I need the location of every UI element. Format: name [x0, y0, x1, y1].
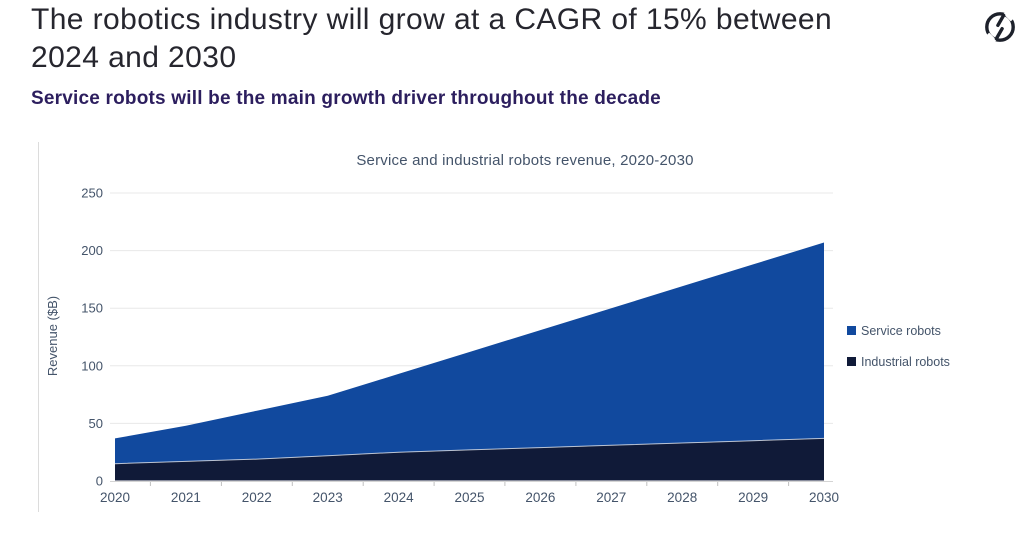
y-axis-title: Revenue ($B)	[45, 296, 60, 376]
y-tick-label: 0	[96, 474, 103, 489]
x-tick-label: 2024	[384, 490, 415, 505]
x-tick-label: 2029	[738, 490, 768, 505]
x-tick-label: 2026	[525, 490, 555, 505]
chart-card-left-border	[38, 142, 39, 512]
y-tick-label: 200	[81, 243, 103, 258]
area-series	[114, 242, 825, 481]
chart-title: Service and industrial robots revenue, 2…	[356, 152, 693, 169]
page-title-line1: The robotics industry will grow at a CAG…	[31, 3, 833, 36]
x-tick-label: 2022	[242, 490, 272, 505]
legend-label: Industrial robots	[861, 355, 950, 369]
legend-label: Service robots	[861, 324, 941, 338]
axis-labels: 0 50 100 150 200 250 2020 2021 2022 2023 2024 2025 2…	[81, 186, 839, 506]
y-tick-label: 50	[89, 416, 103, 431]
y-tick-label: 100	[81, 358, 103, 373]
x-tick-label: 2021	[171, 490, 201, 505]
area-industrial-robots	[115, 438, 824, 481]
legend-swatch	[847, 357, 856, 366]
page-subtitle: Service robots will be the main growth d…	[31, 88, 661, 109]
chart-legend: Service robots Industrial robots	[847, 324, 950, 369]
x-tick-label: 2025	[454, 490, 484, 505]
x-tick-label: 2027	[596, 490, 626, 505]
industrial-top-edge	[114, 437, 825, 465]
x-tick-label: 2028	[667, 490, 697, 505]
x-tick-label: 2020	[100, 490, 130, 505]
x-tick-label: 2023	[313, 490, 343, 505]
y-tick-label: 250	[81, 186, 103, 201]
area-service-robots	[115, 242, 824, 464]
x-tick-label: 2030	[809, 490, 839, 505]
page-title: The robotics industry will grow at a CAG…	[31, 1, 971, 77]
logo-icon	[985, 10, 1015, 44]
axes	[110, 481, 833, 486]
y-tick-label: 150	[81, 301, 103, 316]
legend-swatch	[847, 326, 856, 335]
page-title-line2: 2024 and 2030	[31, 41, 237, 74]
